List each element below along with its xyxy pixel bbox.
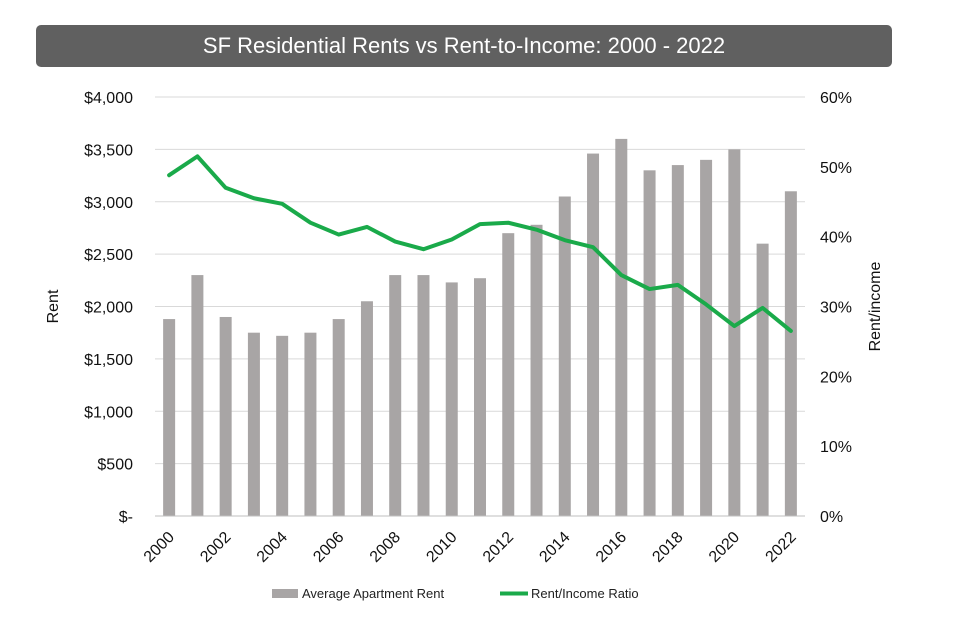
bar <box>756 243 769 516</box>
y2-axis-title: Rent/income <box>867 261 884 351</box>
rent-income-line <box>167 154 793 333</box>
y-tick-label: $1,500 <box>84 352 133 369</box>
y2-tick-label: 50% <box>820 160 852 177</box>
y2-tick-label: 10% <box>820 439 852 456</box>
bar <box>615 138 628 516</box>
y-tick-label: $500 <box>97 457 133 474</box>
bar <box>276 335 289 516</box>
x-tick-label: 2022 <box>763 529 800 566</box>
bar <box>163 319 176 516</box>
bar <box>530 224 543 517</box>
y2-tick-label: 30% <box>820 300 852 317</box>
bar <box>728 149 741 516</box>
bar <box>219 316 232 516</box>
y-tick-label: $3,000 <box>84 195 133 212</box>
bar <box>304 332 317 516</box>
bar <box>247 332 260 516</box>
x-tick-label: 2012 <box>480 529 517 566</box>
x-tick-label: 2020 <box>706 529 743 566</box>
y2-tick-label: 0% <box>820 509 843 526</box>
bar <box>474 278 486 516</box>
legend-bar-label: Average Apartment Rent <box>302 586 445 601</box>
bar <box>587 153 600 516</box>
bar <box>700 159 713 516</box>
bar <box>360 301 373 516</box>
bar <box>643 170 656 516</box>
x-tick-label: 2000 <box>141 529 178 566</box>
bar <box>417 275 430 516</box>
bar <box>389 275 402 516</box>
bar <box>191 275 204 516</box>
y2-tick-label: 60% <box>820 90 852 107</box>
x-tick-label: 2006 <box>310 529 347 566</box>
bar <box>332 319 345 516</box>
y-tick-label: $3,500 <box>84 142 133 159</box>
y-tick-label: $1,000 <box>84 404 133 421</box>
y2-tick-label: 20% <box>820 369 852 386</box>
y-tick-label: $4,000 <box>84 90 133 107</box>
bar <box>784 191 797 516</box>
bar <box>445 282 458 516</box>
legend-bar-swatch <box>272 589 298 598</box>
y2-tick-label: 40% <box>820 230 852 247</box>
bar <box>502 233 515 517</box>
legend-line-label: Rent/Income Ratio <box>531 586 639 601</box>
y-tick-label: $- <box>119 509 133 526</box>
chart-title: SF Residential Rents vs Rent-to-Income: … <box>36 25 892 67</box>
y-tick-label: $2,000 <box>84 300 133 317</box>
bar <box>558 196 571 516</box>
x-tick-label: 2014 <box>536 529 573 566</box>
y-tick-label: $2,500 <box>84 247 133 264</box>
bar <box>671 165 684 516</box>
x-tick-label: 2002 <box>197 529 234 566</box>
x-tick-label: 2004 <box>254 529 291 566</box>
x-tick-label: 2010 <box>423 529 460 566</box>
x-tick-label: 2016 <box>593 529 630 566</box>
x-tick-label: 2008 <box>367 529 404 566</box>
x-tick-label: 2018 <box>649 529 686 566</box>
y-axis-title: Rent <box>45 289 62 323</box>
